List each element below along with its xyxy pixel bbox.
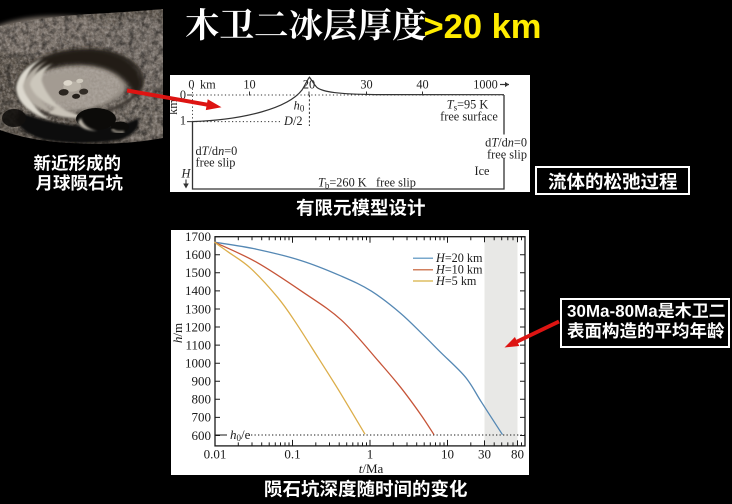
svg-text:0: 0 bbox=[188, 78, 194, 92]
svg-text:H=10 km: H=10 km bbox=[435, 262, 483, 276]
svg-text:1: 1 bbox=[179, 114, 185, 128]
svg-text:h0: h0 bbox=[293, 99, 304, 114]
svg-text:dT/dn=0: dT/dn=0 bbox=[195, 144, 237, 158]
svg-text:Ts=95 K: Ts=95 K bbox=[446, 98, 488, 113]
svg-text:80: 80 bbox=[511, 446, 524, 461]
svg-text:km: km bbox=[200, 78, 216, 92]
svg-text:>20 km: >20 km bbox=[424, 8, 541, 46]
svg-text:1: 1 bbox=[366, 446, 373, 461]
svg-text:h0/e: h0/e bbox=[230, 427, 251, 443]
svg-text:D: D bbox=[283, 114, 293, 128]
svg-text:H=20 km: H=20 km bbox=[435, 251, 483, 265]
svg-text:10: 10 bbox=[441, 446, 454, 461]
svg-text:Ice: Ice bbox=[474, 164, 490, 178]
svg-text:/2: /2 bbox=[293, 114, 303, 128]
svg-text:1500: 1500 bbox=[185, 265, 211, 280]
svg-text:free slip: free slip bbox=[195, 156, 235, 170]
svg-text:800: 800 bbox=[191, 391, 211, 406]
svg-text:900: 900 bbox=[191, 373, 211, 388]
svg-text:1100: 1100 bbox=[185, 337, 211, 352]
svg-text:km: km bbox=[170, 99, 180, 115]
svg-text:Tb=260 K: Tb=260 K bbox=[318, 176, 367, 191]
svg-text:600: 600 bbox=[191, 428, 211, 443]
svg-text:1400: 1400 bbox=[185, 283, 211, 298]
svg-text:free slip: free slip bbox=[487, 148, 527, 162]
svg-text:0.1: 0.1 bbox=[284, 446, 300, 461]
svg-text:h/m: h/m bbox=[171, 323, 185, 343]
svg-text:700: 700 bbox=[191, 409, 211, 424]
svg-text:free surface: free surface bbox=[440, 110, 498, 124]
svg-text:1600: 1600 bbox=[185, 247, 211, 262]
svg-text:0.01: 0.01 bbox=[203, 446, 226, 461]
svg-text:1700: 1700 bbox=[185, 230, 211, 244]
svg-text:30: 30 bbox=[478, 446, 491, 461]
svg-text:40: 40 bbox=[416, 78, 428, 92]
svg-text:dT/dn=0: dT/dn=0 bbox=[485, 136, 527, 150]
svg-text:1300: 1300 bbox=[185, 301, 211, 316]
svg-text:H=5 km: H=5 km bbox=[435, 274, 477, 288]
svg-text:30: 30 bbox=[360, 78, 372, 92]
svg-text:0: 0 bbox=[179, 88, 185, 102]
svg-text:1000: 1000 bbox=[473, 78, 498, 92]
svg-text:t/Ma: t/Ma bbox=[358, 461, 383, 475]
svg-text:H: H bbox=[180, 167, 191, 181]
svg-text:10: 10 bbox=[243, 78, 255, 92]
svg-text:1000: 1000 bbox=[185, 355, 211, 370]
svg-text:1200: 1200 bbox=[185, 319, 211, 334]
svg-text:free slip: free slip bbox=[376, 176, 416, 190]
